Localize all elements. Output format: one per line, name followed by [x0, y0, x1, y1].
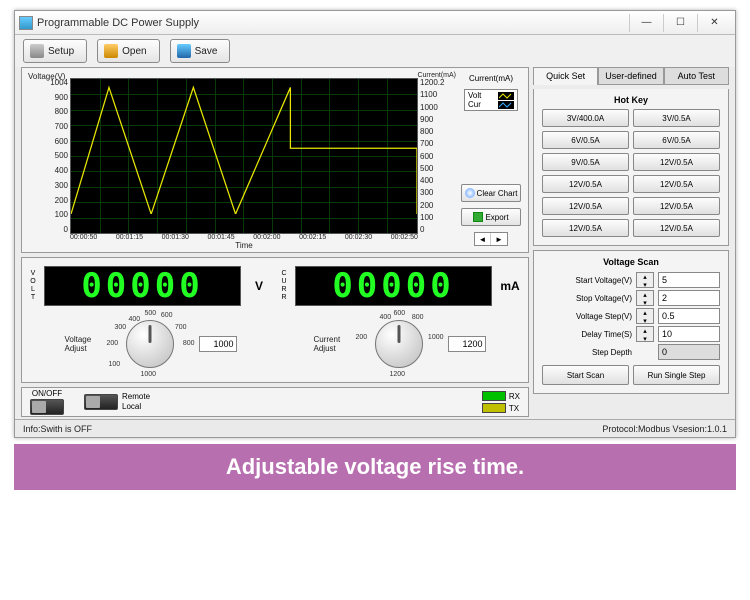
- onoff-label: ON/OFF: [32, 389, 62, 398]
- volt-display: 00000: [44, 266, 241, 306]
- volt-adjust-label: Voltage Adjust: [65, 335, 101, 353]
- chart-panel: Voltage(V) 10049008007006005004003002001…: [21, 67, 529, 253]
- curr-label: CURR: [277, 270, 291, 302]
- side-label: Current(mA): [469, 74, 513, 83]
- close-button[interactable]: ✕: [697, 14, 731, 32]
- current-adjust-knob[interactable]: [375, 320, 423, 368]
- tab-auto-test[interactable]: Auto Test: [664, 67, 729, 85]
- step-depth-input: 0: [658, 344, 720, 360]
- hotkey-button-3[interactable]: 6V/0.5A: [633, 131, 720, 149]
- hotkey-button-9[interactable]: 12V/0.5A: [633, 197, 720, 215]
- voltage-trace: [71, 79, 417, 214]
- curr-adjust-value[interactable]: 1200: [448, 336, 486, 352]
- hotkey-button-5[interactable]: 12V/0.5A: [633, 153, 720, 171]
- title-bar: Programmable DC Power Supply — ☐ ✕: [15, 11, 735, 35]
- start-scan-button[interactable]: Start Scan: [542, 365, 629, 385]
- hotkey-panel: Hot Key 3V/400.0A3V/0.5A6V/0.5A6V/0.5A9V…: [533, 89, 729, 246]
- hotkey-button-10[interactable]: 12V/0.5A: [542, 219, 629, 237]
- clear-chart-button[interactable]: Clear Chart: [461, 184, 521, 202]
- save-button[interactable]: Save: [170, 39, 231, 63]
- open-button[interactable]: Open: [97, 39, 159, 63]
- export-icon: [473, 212, 483, 222]
- volt-adjust-value[interactable]: 1000: [199, 336, 237, 352]
- gear-icon: [30, 44, 44, 58]
- refresh-icon: [465, 188, 475, 198]
- y-left-ticks: 10049008007006005004003002001000: [50, 78, 68, 234]
- disk-icon: [177, 44, 191, 58]
- onoff-switch[interactable]: [30, 399, 64, 415]
- status-bar: Info:Swith is OFF Protocol:Modbus Vsesio…: [15, 419, 735, 437]
- voltage-step-spin[interactable]: ▴▾: [636, 308, 654, 324]
- bottom-panel: ON/OFF RemoteLocal RX TX: [21, 387, 529, 417]
- remote-local-switch[interactable]: [84, 394, 118, 410]
- curr-adjust-label: Current Adjust: [314, 335, 350, 353]
- tx-led: [482, 403, 506, 413]
- curr-unit: mA: [496, 279, 524, 293]
- hotkey-button-6[interactable]: 12V/0.5A: [542, 175, 629, 193]
- hotkey-button-0[interactable]: 3V/400.0A: [542, 109, 629, 127]
- voltage-adjust-knob[interactable]: [126, 320, 174, 368]
- status-info: Info:Swith is OFF: [23, 424, 92, 434]
- caption: Adjustable voltage rise time.: [14, 444, 736, 490]
- tab-user-defined[interactable]: User-defined: [598, 67, 663, 85]
- stop-voltage-input[interactable]: 2: [658, 290, 720, 306]
- voltage-scan-panel: Voltage Scan Start Voltage(V)▴▾5 Stop Vo…: [533, 250, 729, 394]
- nav-left-button[interactable]: ◄: [475, 233, 491, 245]
- display-panel: VOLT 00000 V CURR 00000 mA Voltage Adjus…: [21, 257, 529, 383]
- setup-button[interactable]: Setup: [23, 39, 87, 63]
- hotkey-button-11[interactable]: 12V/0.5A: [633, 219, 720, 237]
- rx-led: [482, 391, 506, 401]
- hotkey-button-7[interactable]: 12V/0.5A: [633, 175, 720, 193]
- status-protocol: Protocol:Modbus Vsesion:1.0.1: [602, 424, 727, 434]
- delay-time-spin[interactable]: ▴▾: [636, 326, 654, 342]
- folder-icon: [104, 44, 118, 58]
- start-voltage-spin[interactable]: ▴▾: [636, 272, 654, 288]
- x-axis: 00:00:5000:01:1500:01:3000:01:4500:02:00…: [70, 234, 418, 248]
- hotkey-button-4[interactable]: 9V/0.5A: [542, 153, 629, 171]
- y-right-ticks: 1200.21100100090080070060050040030020010…: [420, 78, 444, 234]
- minimize-button[interactable]: —: [629, 14, 663, 32]
- plot-area: [70, 78, 418, 234]
- chart-nav: ◄ ►: [474, 232, 508, 246]
- right-tabs: Quick Set User-defined Auto Test: [533, 67, 729, 85]
- app-icon: [19, 16, 33, 30]
- volt-label: VOLT: [26, 270, 40, 302]
- hotkey-button-8[interactable]: 12V/0.5A: [542, 197, 629, 215]
- vscan-title: Voltage Scan: [538, 255, 724, 271]
- hotkey-button-2[interactable]: 6V/0.5A: [542, 131, 629, 149]
- start-voltage-input[interactable]: 5: [658, 272, 720, 288]
- volt-unit: V: [245, 279, 273, 293]
- maximize-button[interactable]: ☐: [663, 14, 697, 32]
- curr-display: 00000: [295, 266, 492, 306]
- toolbar: Setup Open Save: [15, 35, 735, 67]
- stop-voltage-spin[interactable]: ▴▾: [636, 290, 654, 306]
- delay-time-input[interactable]: 10: [658, 326, 720, 342]
- hotkey-button-1[interactable]: 3V/0.5A: [633, 109, 720, 127]
- voltage-step-input[interactable]: 0.5: [658, 308, 720, 324]
- hotkey-title: Hot Key: [538, 93, 724, 109]
- nav-right-button[interactable]: ►: [491, 233, 507, 245]
- export-button[interactable]: Export: [461, 208, 521, 226]
- window-title: Programmable DC Power Supply: [37, 17, 199, 29]
- legend: Volt Cur: [464, 89, 518, 111]
- run-single-step-button[interactable]: Run Single Step: [633, 365, 720, 385]
- tab-quick-set[interactable]: Quick Set: [533, 67, 598, 85]
